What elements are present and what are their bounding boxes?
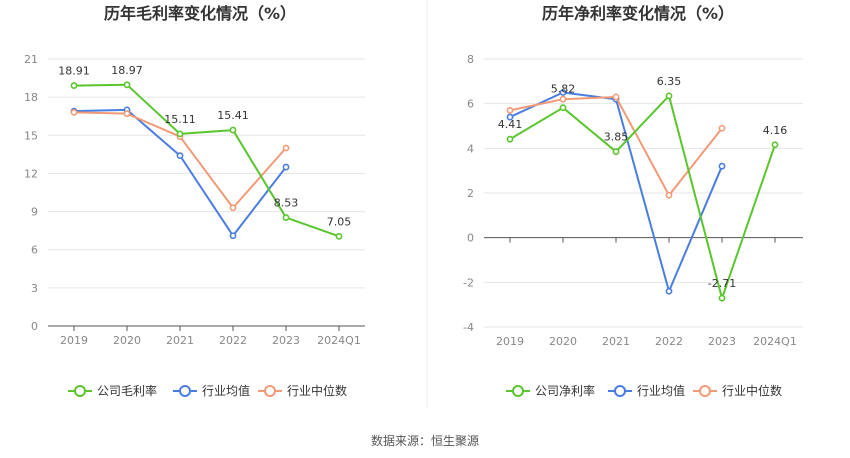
gross-x-tick-label: 2021 — [166, 334, 194, 347]
net-legend-swatch-marker — [699, 385, 711, 397]
net-data-label: -2.71 — [708, 277, 736, 290]
gross-point-company — [176, 130, 184, 138]
net-margin-chart-title: 历年净利率变化情况（%） — [542, 4, 734, 23]
gross-margin-chart-title: 历年毛利率变化情况（%） — [104, 4, 296, 23]
net-legend-swatch-marker — [614, 385, 626, 397]
net-data-label: 5.82 — [551, 83, 576, 96]
gross-line-industry_median — [73, 111, 287, 209]
gross-y-tick-label: 15 — [24, 129, 38, 142]
net-legend-swatch-marker — [512, 385, 524, 397]
net-point-industry_avg — [559, 89, 567, 96]
net-point-company — [665, 92, 673, 100]
net-y-tick-label: 0 — [467, 232, 474, 245]
gross-data-label: 15.41 — [217, 109, 249, 122]
gross-y-tick-label: 9 — [31, 206, 38, 219]
gross-legend-swatch-marker — [179, 385, 191, 397]
gross-x-tick-label: 2020 — [113, 334, 141, 347]
gross-margin-legend: 公司毛利率 行业均值 行业中位数 — [68, 383, 347, 398]
gross-legend-swatch-marker — [74, 385, 86, 397]
net-y-tick-label: 2 — [467, 187, 474, 200]
gross-point-company — [282, 214, 290, 221]
net-point-company — [559, 104, 567, 112]
gross-x-tick-label: 2023 — [272, 334, 300, 347]
net-y-tick-label: 8 — [467, 53, 474, 66]
data-source-note: 数据来源：恒生聚源 — [371, 433, 479, 448]
gross-y-tick-label: 6 — [31, 244, 38, 257]
net-y-tick-label: -2 — [463, 276, 474, 289]
net-line-industry_avg — [509, 91, 723, 293]
net-x-tick-label: 2024Q1 — [753, 335, 797, 348]
gross-x-tick-label: 2024Q1 — [317, 334, 361, 347]
net-x-tick-label: 2022 — [655, 335, 683, 348]
gross-data-label: 8.53 — [274, 197, 299, 210]
gross-point-industry_avg — [229, 232, 237, 240]
gross-y-tick-label: 12 — [24, 167, 38, 180]
gross-point-company — [70, 82, 78, 89]
net-x-tick-label: 2019 — [496, 335, 524, 348]
net-point-industry_median — [718, 124, 726, 132]
net-point-industry_avg — [718, 162, 726, 170]
gross-x-tick-label: 2022 — [219, 334, 247, 347]
net-y-tick-label: 4 — [467, 142, 474, 155]
gross-legend-swatch-marker — [264, 385, 276, 397]
net-point-industry_median — [665, 191, 673, 199]
net-point-industry_avg — [665, 287, 673, 295]
gross-line-company — [73, 83, 340, 238]
net-point-industry_median — [559, 95, 567, 103]
gross-point-industry_median — [123, 110, 131, 118]
gross-point-company — [229, 126, 237, 134]
net-point-company — [771, 141, 779, 149]
net-line-company — [509, 94, 776, 300]
net-point-company — [506, 135, 514, 143]
gross-margin-chart: 历年毛利率变化情况（%） 0 3 6 9 12 15 18 21 2019 2020 2021 202… — [24, 4, 365, 398]
gross-y-tick-label: 21 — [24, 53, 38, 66]
gross-data-label: 18.91 — [58, 65, 90, 78]
net-legend-label: 行业均值 — [637, 383, 685, 398]
gross-legend-label: 公司毛利率 — [97, 383, 157, 398]
gross-legend-label: 行业中位数 — [287, 383, 347, 398]
gross-y-tick-label: 0 — [31, 320, 38, 333]
net-y-tick-label: 6 — [467, 98, 474, 111]
gross-x-tick-label: 2019 — [60, 334, 88, 347]
net-data-label: 4.16 — [763, 124, 788, 137]
gross-data-label: 7.05 — [327, 215, 352, 228]
net-x-tick-label: 2020 — [549, 335, 577, 348]
net-x-tick-label: 2021 — [602, 335, 630, 348]
gross-data-label: 15.11 — [164, 113, 196, 126]
net-point-industry_avg — [506, 113, 514, 121]
gross-y-tick-label: 3 — [31, 282, 38, 295]
gross-point-company — [123, 81, 131, 89]
gross-point-company — [335, 232, 343, 240]
net-legend-label: 行业中位数 — [722, 383, 782, 398]
gross-data-label: 18.97 — [111, 64, 143, 77]
net-point-industry_median — [612, 93, 620, 101]
net-margin-legend: 公司净利率 行业均值 行业中位数 — [506, 383, 782, 398]
net-data-label: 3.85 — [604, 131, 629, 144]
net-point-company — [718, 294, 726, 302]
gross-legend-label: 行业均值 — [202, 383, 250, 398]
net-legend-label: 公司净利率 — [535, 383, 595, 398]
net-x-tick-label: 2023 — [708, 335, 736, 348]
gross-y-tick-label: 18 — [24, 91, 38, 104]
net-margin-chart: 历年净利率变化情况（%） -4 -2 0 2 4 6 8 2019 2020 2021 2022 20… — [463, 4, 803, 398]
net-point-industry_median — [506, 106, 514, 114]
net-data-label: 4.41 — [498, 118, 523, 131]
net-y-tick-label: -4 — [463, 321, 474, 334]
gross-point-industry_median — [229, 204, 237, 212]
gross-line-industry_avg — [73, 108, 287, 237]
net-data-label: 6.35 — [657, 75, 682, 88]
net-point-company — [612, 148, 620, 156]
gross-point-industry_median — [282, 144, 290, 152]
gross-point-industry_avg — [176, 152, 184, 160]
gross-point-industry_avg — [282, 163, 290, 171]
gross-point-industry_median — [70, 109, 78, 116]
